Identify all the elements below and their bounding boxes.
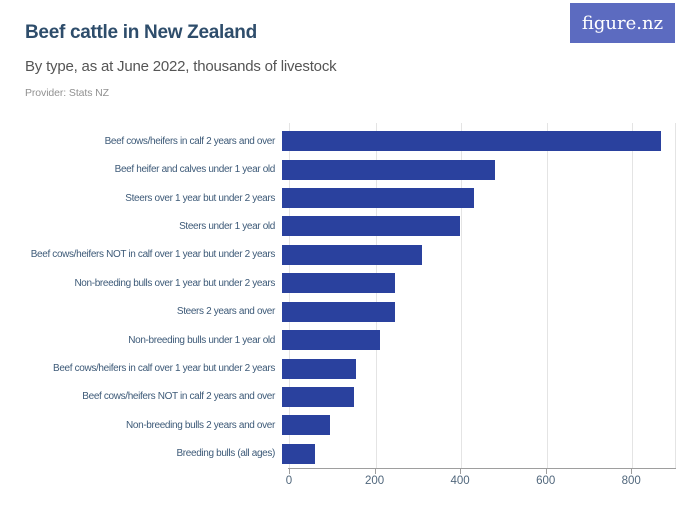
bar (282, 330, 381, 351)
gridline (632, 123, 634, 468)
bar-track (282, 159, 676, 180)
x-tick-label: 800 (621, 475, 641, 487)
chart-row: Beef cows/heifers NOT in calf over 1 yea… (0, 241, 676, 269)
x-tick-label: 400 (450, 475, 470, 487)
bar-track (282, 188, 676, 209)
category-label: Steers under 1 year old (179, 220, 275, 232)
bar (282, 443, 315, 464)
bar (282, 358, 356, 379)
bar-track (282, 244, 676, 265)
chart-row: Steers under 1 year old (0, 212, 676, 240)
chart-row: Non-breeding bulls under 1 year old (0, 326, 676, 354)
x-tick-mark (545, 469, 547, 474)
chart-row: Steers 2 years and over (0, 298, 676, 326)
bar-track (282, 386, 676, 407)
bar-track (282, 443, 676, 464)
chart-row: Beef cows/heifers in calf over 1 year bu… (0, 354, 676, 382)
chart-row: Beef cows/heifers NOT in calf 2 years an… (0, 383, 676, 411)
chart-row: Steers over 1 year but under 2 years (0, 184, 676, 212)
bar (282, 131, 662, 152)
x-tick-label: 600 (536, 475, 556, 487)
x-tick-mark (460, 469, 462, 474)
bar (282, 216, 460, 237)
x-axis-line (288, 468, 676, 469)
category-label: Beef cows/heifers in calf 2 years and ov… (104, 135, 276, 147)
figurenz-logo-text: figure.nz (581, 12, 664, 34)
bar-rows: Beef cows/heifers in calf 2 years and ov… (0, 123, 676, 468)
bar (282, 273, 396, 294)
category-label: Steers over 1 year but under 2 years (125, 192, 275, 204)
bar-track (282, 358, 676, 379)
x-tick-mark (631, 469, 633, 474)
bar (282, 415, 330, 436)
bar-track (282, 273, 676, 294)
chart-row: Beef cows/heifers in calf 2 years and ov… (0, 127, 676, 155)
chart-row: Non-breeding bulls 2 years and over (0, 411, 676, 439)
bar (282, 188, 474, 209)
bar-track (282, 216, 676, 237)
x-tick-mark (374, 469, 376, 474)
provider-credit: Provider: Stats NZ (25, 87, 109, 99)
bar-track (282, 301, 676, 322)
category-label: Breeding bulls (all ages) (176, 448, 275, 460)
x-tick-label: 0 (285, 475, 293, 487)
plot-area (289, 123, 676, 468)
chart-row: Breeding bulls (all ages) (0, 440, 676, 468)
category-label: Beef cows/heifers NOT in calf 2 years an… (82, 391, 275, 403)
gridline (375, 123, 377, 468)
chart-row: Non-breeding bulls over 1 year but under… (0, 269, 676, 297)
x-tick-mark (289, 469, 290, 474)
bar (282, 386, 355, 407)
category-label: Beef cows/heifers NOT in calf over 1 yea… (30, 249, 276, 261)
bar (282, 244, 422, 265)
category-label: Non-breeding bulls over 1 year but under… (74, 277, 275, 289)
page-title: Beef cattle in New Zealand (25, 22, 257, 43)
bar (282, 159, 495, 180)
bar-track (282, 415, 676, 436)
bar (282, 301, 395, 322)
gridline (461, 123, 463, 468)
category-label: Non-breeding bulls 2 years and over (126, 419, 275, 431)
category-label: Steers 2 years and over (176, 306, 275, 318)
chart-row: Beef heifer and calves under 1 year old (0, 155, 676, 183)
category-label: Beef cows/heifers in calf over 1 year bu… (53, 363, 275, 375)
bar-track (282, 131, 676, 152)
category-label: Non-breeding bulls under 1 year old (128, 334, 275, 346)
chart-subtitle: By type, as at June 2022, thousands of l… (25, 58, 337, 75)
x-tick-label: 200 (364, 475, 385, 487)
figurenz-logo[interactable]: figure.nz (570, 3, 675, 43)
gridline (546, 123, 548, 468)
category-label: Beef heifer and calves under 1 year old (114, 164, 276, 176)
bar-track (282, 330, 676, 351)
